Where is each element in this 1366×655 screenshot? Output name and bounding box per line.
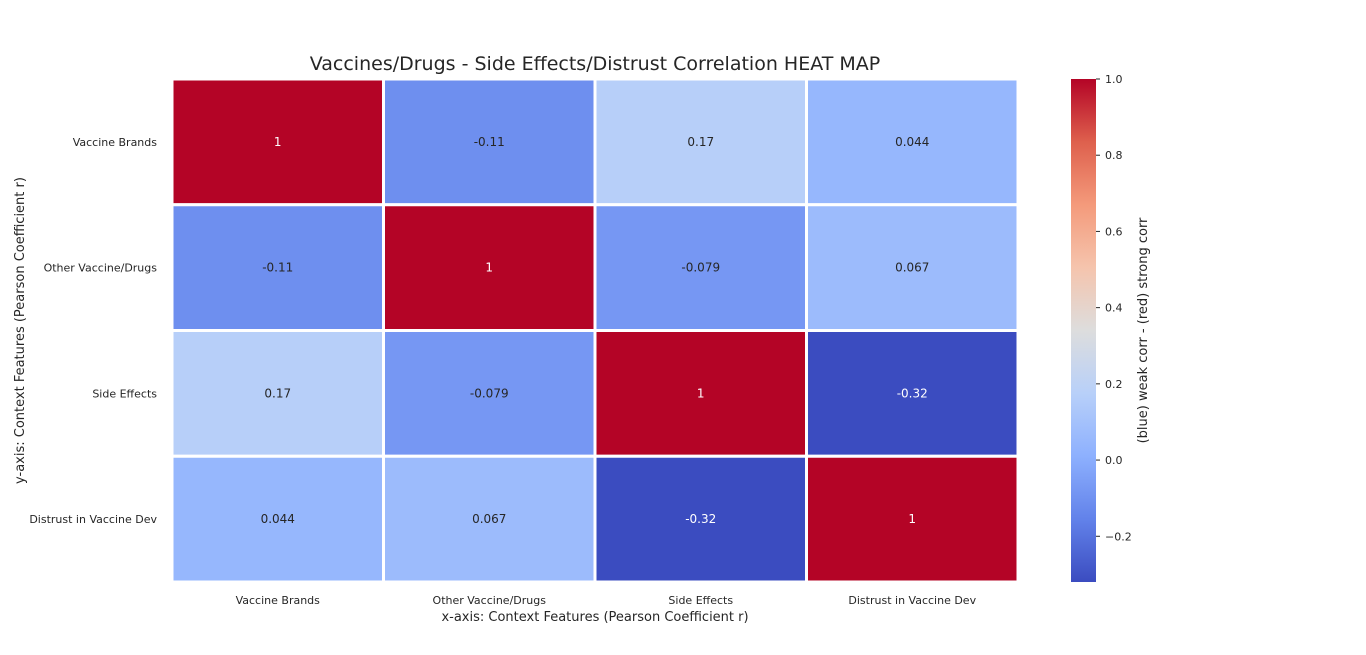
colorbar-tick-label: 0.0 [1105,454,1123,467]
heatmap-cell [805,454,1020,584]
cell-value-label: 0.044 [895,135,929,149]
heatmap-cells: 1 -0.11 0.17 0.044 -0.11 1 -0.079 0.067 0.17 -0.0… [170,77,1020,584]
heatmap-cell [382,203,597,332]
cell-value-label: 0.067 [895,261,929,275]
x-tick-label: Other Vaccine/Drugs [433,594,547,607]
x-tick-labels: Vaccine Brands Other Vaccine/Drugs Side Ef… [236,594,977,607]
cell-value-label: 0.044 [261,512,295,526]
x-axis-title: x-axis: Context Features (Pearson Coeffi… [441,610,748,625]
cell-value-label: 0.17 [264,386,291,400]
colorbar [1071,79,1096,582]
heatmap-cell [805,203,1020,332]
y-tick-labels: Vaccine Brands Other Vaccine/Drugs Side Ef… [29,136,157,526]
cell-value-label: -0.11 [262,261,293,275]
chart-title: Vaccines/Drugs - Side Effects/Distrust C… [310,53,880,75]
heatmap-cell [593,77,808,207]
cell-value-label: -0.079 [470,386,509,400]
x-tick-label: Vaccine Brands [236,594,321,607]
colorbar-tick-label: 0.8 [1105,149,1123,162]
heatmap-cell [170,77,385,207]
y-tick-label: Vaccine Brands [73,136,158,149]
y-tick-label: Other Vaccine/Drugs [44,262,158,275]
cell-value-label: -0.079 [681,261,720,275]
cell-value-label: 1 [274,135,282,149]
cell-value-label: -0.11 [474,135,505,149]
cell-value-label: -0.32 [685,512,716,526]
y-tick-label: Distrust in Vaccine Dev [29,513,157,526]
colorbar-tick-label: 0.4 [1105,302,1123,315]
heatmap-cell [170,454,385,584]
heatmap-cell [805,77,1020,207]
colorbar-ticks: 1.0 0.8 0.6 0.4 0.2 0.0 −0.2 [1096,73,1132,543]
colorbar-tick-label: 1.0 [1105,73,1123,86]
colorbar-tick-label: 0.2 [1105,378,1123,391]
cell-value-label: -0.32 [897,386,928,400]
cell-value-label: 1 [908,512,916,526]
colorbar-tick-label: 0.6 [1105,225,1123,238]
cell-value-label: 1 [697,386,705,400]
y-axis-title: y-axis: Context Features (Pearson Coeffi… [13,177,28,484]
heatmap-cell [805,329,1020,458]
y-tick-label: Side Effects [92,387,157,400]
cell-value-label: 0.067 [472,512,506,526]
cell-value-label: 1 [485,261,493,275]
cell-value-label: 0.17 [687,135,714,149]
colorbar-tick-label: −0.2 [1105,530,1132,543]
colorbar-label: (blue) weak corr - (red) strong corr [1136,217,1151,443]
x-tick-label: Side Effects [668,594,733,607]
x-tick-label: Distrust in Vaccine Dev [848,594,976,607]
heatmap-cell [382,77,597,207]
heatmap-cell [382,329,597,458]
heatmap-cell [382,454,597,584]
